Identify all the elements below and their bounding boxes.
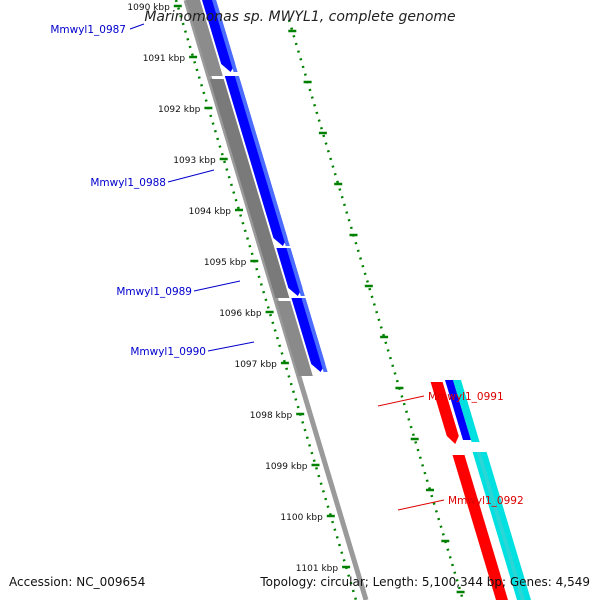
leader-line: [167, 169, 215, 183]
gene-label-mmwyl1-0990[interactable]: Mmwyl1_0990: [130, 341, 255, 358]
gene-mmwyl1-0990-cds[interactable]: [291, 298, 326, 372]
gene-name: Mmwyl1_0990: [130, 346, 206, 358]
tick-label: 1091 kbp: [143, 54, 186, 64]
gene-mmwyl1-0991-track: [453, 380, 480, 442]
tick-label: 1095 kbp: [204, 258, 247, 268]
tick-label: 1090 kbp: [127, 3, 170, 13]
gene-mmwyl1-0991-cds[interactable]: [430, 382, 459, 444]
tick-track-right: [287, 19, 465, 601]
tick-label: 1094 kbp: [189, 207, 232, 217]
forward-track-shade: [186, 0, 223, 76]
gene-mmwyl1-0992-cds: [452, 455, 508, 600]
gene-label-mmwyl1-0987[interactable]: Mmwyl1_0987: [50, 23, 145, 36]
cds-highlight: [234, 76, 290, 246]
gene-mmwyl1-0987-cds[interactable]: [199, 0, 236, 72]
leader-line: [129, 23, 145, 30]
cds-highlight: [301, 298, 328, 372]
gene-label-mmwyl1-0988[interactable]: Mmwyl1_0988: [90, 169, 215, 189]
tick-label: 1098 kbp: [250, 411, 293, 421]
gene-mmwyl1-0991-rna: [445, 380, 471, 440]
cds-highlight: [476, 452, 525, 600]
forward-track-shade: [276, 301, 313, 376]
gene-mmwyl1-0989-cds[interactable]: [276, 248, 303, 296]
gene-name: Mmwyl1_0991: [428, 391, 504, 403]
tick-label: 1100 kbp: [280, 513, 323, 523]
cds-highlight: [286, 248, 305, 296]
leader-line: [193, 280, 241, 292]
tick-label: 1096 kbp: [219, 309, 262, 319]
tick-label: 1093 kbp: [173, 156, 216, 166]
topology-info: Topology: circular; Length: 5,100,344 bp…: [260, 575, 590, 589]
cds-highlight: [212, 0, 238, 72]
tick-label: 1099 kbp: [265, 462, 308, 472]
gene-label-mmwyl1-0992[interactable]: Mmwyl1_0992: [397, 495, 524, 511]
accession-label: Accession: NC_009654: [9, 575, 146, 589]
gene-label-mmwyl1-0989[interactable]: Mmwyl1_0989: [116, 280, 241, 298]
gene-mmwyl1-0988-cds[interactable]: [224, 76, 288, 246]
gene-name: Mmwyl1_0987: [50, 24, 126, 36]
tick-label: 1101 kbp: [296, 564, 339, 574]
leader-line: [377, 395, 425, 407]
leader-line: [397, 499, 445, 511]
tick-track-left: [174, 0, 358, 601]
map-title: Marinomonas sp. MWYL1, complete genome: [144, 9, 456, 25]
gene-name: Mmwyl1_0992: [448, 495, 524, 507]
gene-name: Mmwyl1_0989: [116, 286, 192, 298]
gene-name: Mmwyl1_0988: [90, 177, 166, 189]
tick-label: 1097 kbp: [234, 360, 277, 370]
tick-label: 1092 kbp: [158, 105, 201, 115]
leader-line: [207, 341, 255, 352]
gene-label-mmwyl1-0991[interactable]: Mmwyl1_0991: [377, 391, 504, 407]
forward-track-shade: [209, 79, 290, 298]
